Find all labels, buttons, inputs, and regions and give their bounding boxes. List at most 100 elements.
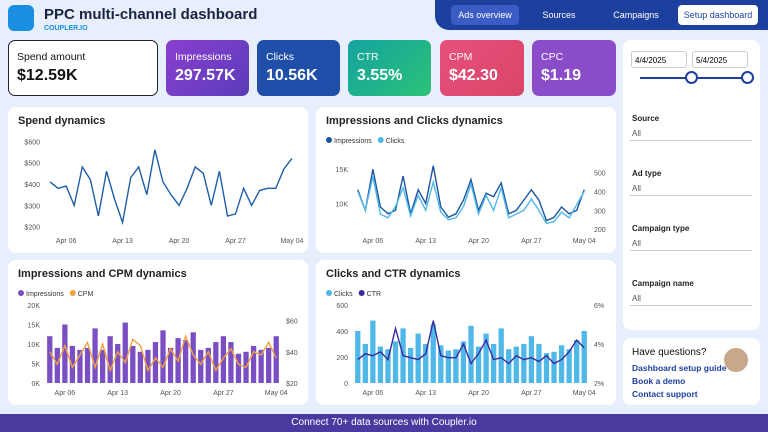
kpi-label: CPM	[449, 51, 473, 63]
x-tick-label: Apr 27	[225, 238, 246, 245]
help-link[interactable]: Dashboard setup guide	[632, 363, 727, 373]
date-input[interactable]: 4/4/2025	[631, 51, 687, 68]
legend-marker	[69, 290, 76, 296]
x-tick-label: May 04	[573, 238, 596, 245]
bar	[266, 347, 272, 383]
x-tick-label: Apr 06	[363, 390, 384, 397]
legend-marker	[358, 290, 365, 296]
line	[357, 176, 585, 225]
x-tick-label: Apr 20	[468, 390, 489, 397]
bar	[407, 347, 414, 383]
nav-tab[interactable]: Campaigns	[613, 10, 659, 20]
bar	[362, 344, 368, 383]
bar	[558, 345, 565, 383]
bar	[183, 340, 189, 383]
dropdown[interactable]: All	[630, 236, 752, 251]
bar	[213, 342, 219, 383]
nav-tab[interactable]: Ads overview	[451, 5, 519, 25]
y-tick-label: 600	[336, 303, 348, 310]
filter-label: Campaign type	[632, 224, 690, 233]
x-tick-label: Apr 20	[160, 390, 181, 397]
bar	[198, 349, 204, 383]
bar	[228, 342, 234, 383]
legend-marker	[377, 137, 384, 143]
footer-banner[interactable]: Connect 70+ data sources with Coupler.io	[0, 414, 768, 432]
bar	[370, 320, 376, 383]
bar	[385, 349, 391, 383]
bar	[130, 345, 136, 383]
dropdown[interactable]: All	[630, 181, 752, 196]
help-link[interactable]: Contact support	[632, 389, 698, 399]
kpi-value: 10.56K	[266, 67, 318, 84]
kpi-label: Spend amount	[17, 51, 86, 63]
y-tick-label: 6%	[594, 303, 604, 310]
bar	[122, 322, 128, 383]
y-tick-label: $20	[286, 381, 298, 388]
bar	[160, 330, 166, 383]
filter-label: Ad type	[632, 169, 662, 178]
line	[357, 165, 585, 222]
kpi-label: Clicks	[266, 51, 294, 63]
x-tick-label: Apr 06	[55, 390, 76, 397]
bar	[167, 347, 174, 383]
chart-title: Spend dynamics	[18, 115, 105, 127]
bar	[468, 325, 474, 383]
kpi-value: $12.59K	[17, 67, 78, 84]
kpi-value: 297.57K	[175, 67, 236, 84]
x-tick-label: Apr 06	[56, 238, 77, 245]
kpi-label: Impressions	[175, 51, 232, 63]
dropdown[interactable]: All	[630, 126, 752, 141]
nav-tab[interactable]: Sources	[542, 10, 576, 20]
x-tick-label: Apr 27	[213, 390, 234, 397]
chart-panel: Spend dynamics $200 $300 $400 $500 $600 Apr 06…	[8, 107, 308, 253]
bar	[152, 342, 159, 383]
y-tick-label: 300	[594, 208, 606, 215]
x-tick-label: Apr 13	[415, 390, 436, 397]
bar	[543, 353, 550, 383]
y-tick-label: 15K	[28, 323, 41, 330]
y-tick-label: 15K	[336, 167, 349, 174]
y-tick-label: $300	[24, 203, 40, 210]
dropdown[interactable]: All	[630, 291, 752, 306]
y-tick-label: $400	[24, 182, 40, 189]
y-tick-label: $600	[24, 139, 40, 146]
help-link[interactable]: Book a demo	[632, 376, 686, 386]
y-tick-label: 0	[344, 381, 348, 388]
line	[357, 320, 585, 365]
bar	[62, 324, 68, 383]
kpi-card	[257, 40, 340, 96]
legend-marker	[326, 290, 332, 296]
bar	[430, 324, 436, 383]
kpi-value: $1.19	[541, 67, 582, 84]
bar	[460, 341, 467, 383]
title: PPC multi-channel dashboard	[44, 6, 258, 23]
slider-handle[interactable]	[741, 71, 754, 84]
chart-title: Clicks and CTR dynamics	[326, 268, 461, 280]
bar	[220, 336, 227, 383]
bar	[92, 328, 98, 383]
chart-panel: Clicks and CTR dynamics 0 200 400 600 2% 4% 6% A…	[316, 260, 616, 405]
line	[49, 334, 277, 373]
date-input[interactable]: 5/4/2025	[692, 51, 748, 68]
legend-label: CPM	[78, 291, 94, 298]
bar	[581, 331, 587, 383]
bar	[445, 350, 451, 383]
slider-handle[interactable]	[685, 71, 698, 84]
y-tick-label: 0K	[31, 381, 40, 388]
nav-tab[interactable]: Setup dashboard	[678, 5, 758, 25]
bar	[145, 349, 151, 383]
y-tick-label: $60	[286, 319, 298, 326]
y-tick-label: 500	[594, 171, 606, 178]
bar	[190, 332, 196, 383]
bar	[438, 345, 444, 383]
bar	[377, 346, 384, 383]
bar	[392, 341, 399, 383]
y-tick-label: 200	[336, 355, 348, 362]
legend-label: Impressions	[334, 138, 372, 145]
bar	[491, 344, 497, 383]
kpi-card	[8, 40, 158, 96]
legend-label: Impressions	[26, 291, 64, 298]
bar	[513, 346, 519, 383]
help-title: Have questions?	[632, 347, 707, 358]
